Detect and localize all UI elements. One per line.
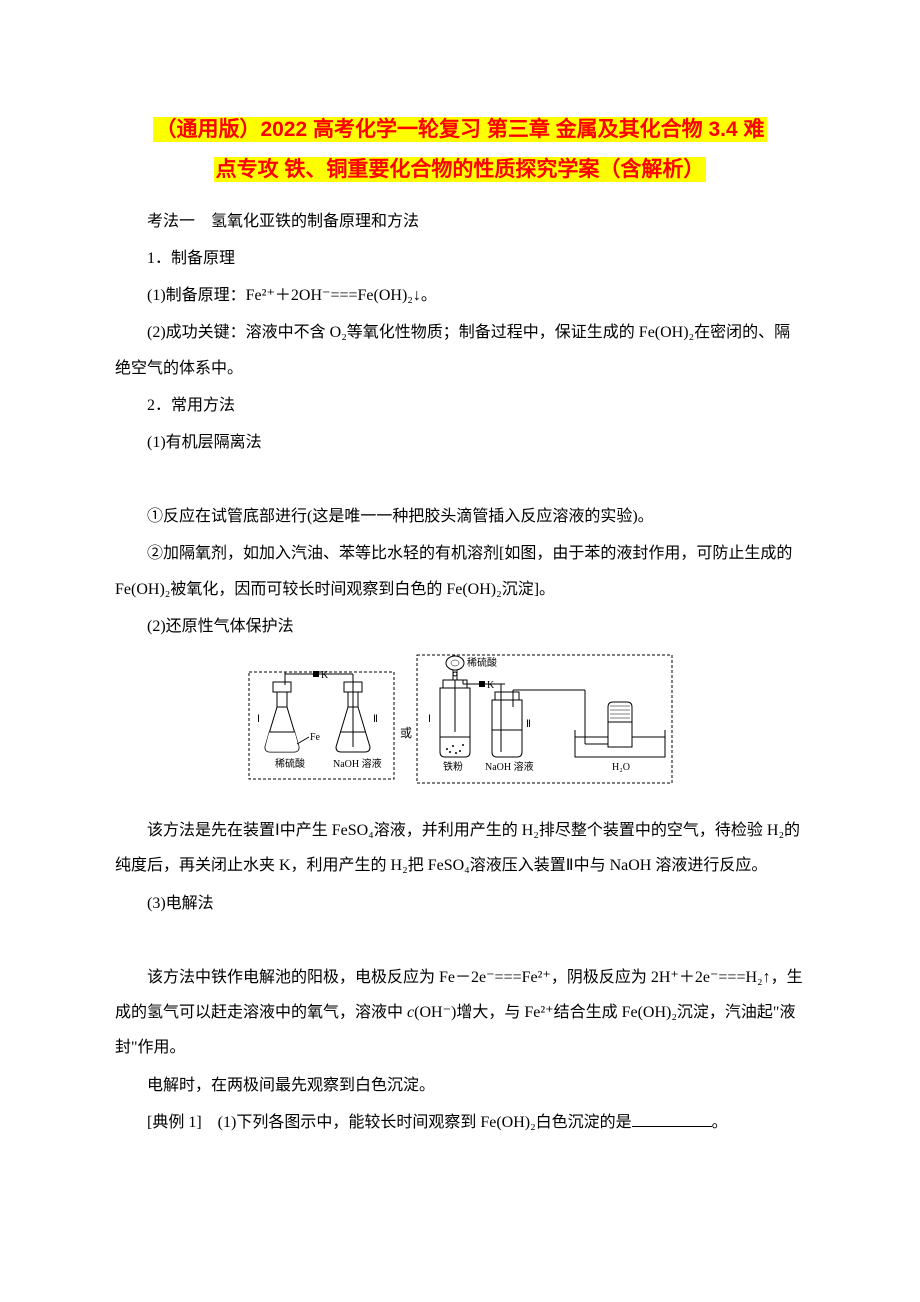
fill-blank[interactable] <box>632 1111 712 1127</box>
label-bottle-1: Ⅰ <box>428 714 431 725</box>
label-fe: Fe <box>310 732 321 743</box>
label-bottle-2: Ⅱ <box>526 719 531 730</box>
para-key: (2)成功关键：溶液中不含 O₂等氧化性物质；制备过程中，保证生成的 Fe(OH… <box>115 315 805 385</box>
label-naoh-1: NaOH 溶液 <box>333 757 382 770</box>
heading-2: 2．常用方法 <box>115 388 805 423</box>
label-h2o: H₂O <box>612 762 630 773</box>
heading-1: 1．制备原理 <box>115 241 805 276</box>
para-method-1: (1)有机层隔离法 <box>115 425 805 460</box>
label-xiliusuan-1: 稀硫酸 <box>275 757 305 770</box>
para-principle: (1)制备原理：Fe²⁺＋2OH⁻===Fe(OH)₂↓。 <box>115 278 805 313</box>
label-flask-1: Ⅰ <box>257 714 260 725</box>
example-1-end: 。 <box>712 1114 728 1131</box>
para-method-2-desc: 该方法是先在装置Ⅰ中产生 FeSO₄溶液，并利用产生的 H₂排尽整个装置中的空气… <box>115 813 805 883</box>
title-line-2: 点专攻 铁、铜重要化合物的性质探究学案（含解析） <box>214 157 707 182</box>
para-method-3-desc: 该方法中铁作电解池的阳极，电极反应为 Fe－2e⁻===Fe²⁺，阴极反应为 2… <box>115 960 805 1066</box>
label-k-1: K <box>321 670 329 681</box>
section-heading-1: 考法一 氢氧化亚铁的制备原理和方法 <box>115 204 805 239</box>
para-step-2: ②加隔氧剂，如加入汽油、苯等比水轻的有机溶剂[如图，由于苯的液封作用，可防止生成… <box>115 536 805 606</box>
label-or: 或 <box>400 726 412 740</box>
para-step-1: ①反应在试管底部进行(这是唯一一种把胶头滴管插入反应溶液的实验)。 <box>115 499 805 534</box>
para-method-2: (2)还原性气体保护法 <box>115 609 805 644</box>
label-k-2: K <box>487 680 495 691</box>
example-1-text: [典例 1] (1)下列各图示中，能较长时间观察到 Fe(OH)₂白色沉淀的是 <box>147 1114 632 1131</box>
para-method-3: (3)电解法 <box>115 886 805 921</box>
document-title: （通用版）2022 高考化学一轮复习 第三章 金属及其化合物 3.4 难 点专攻… <box>115 110 805 190</box>
label-flask-2: Ⅱ <box>373 714 378 725</box>
example-1: [典例 1] (1)下列各图示中，能较长时间观察到 Fe(OH)₂白色沉淀的是 。 <box>115 1105 805 1140</box>
title-line-1: （通用版）2022 高考化学一轮复习 第三章 金属及其化合物 3.4 难 <box>153 117 766 142</box>
label-tiefen: 铁粉 <box>443 760 463 773</box>
label-naoh-2: NaOH 溶液 <box>485 760 534 773</box>
label-xiliusuan-2: 稀硫酸 <box>467 656 497 669</box>
apparatus-diagram: Ⅰ 稀硫酸 Fe K Ⅱ NaOH 溶液 或 稀硫酸 <box>115 652 805 805</box>
para-electrolysis-note: 电解时，在两极间最先观察到白色沉淀。 <box>115 1068 805 1103</box>
